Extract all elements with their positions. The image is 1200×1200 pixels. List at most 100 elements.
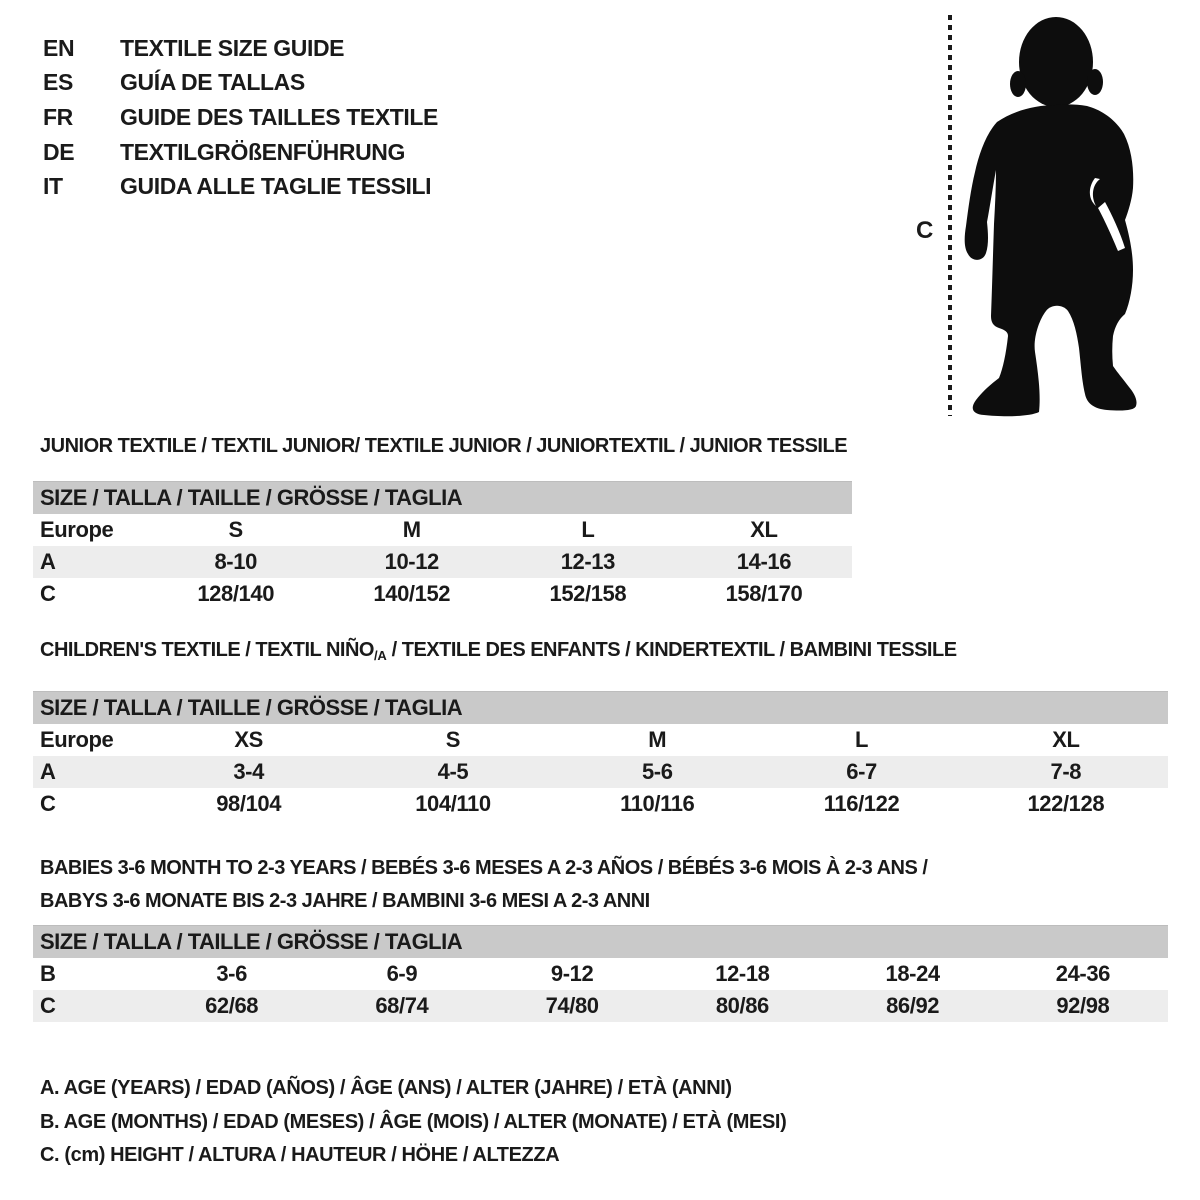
children-title-text-2: / TEXTILE DES ENFANTS / KINDERTEXTIL / B… [386,639,957,661]
legend-line-b: B. AGE (MONTHS) / EDAD (MESES) / ÂGE (MO… [40,1110,787,1133]
value-cell: 80/86 [715,993,769,1018]
value-cell: 12-13 [560,549,616,574]
size-header-row: SIZE / TALLA / TAILLE / GRÖSSE / TAGLIA [33,691,1168,724]
language-row-fr: FR GUIDE DES TAILLES TEXTILE [43,100,438,135]
value-cell: S [228,517,244,542]
value-cell: 122/128 [1027,791,1105,816]
language-code: EN [43,34,75,61]
legend-line-c: C. (cm) HEIGHT / ALTURA / HAUTEUR / HÖHE… [40,1143,560,1166]
value-cell: 98/104 [216,791,282,816]
size-header-row: SIZE / TALLA / TAILLE / GRÖSSE / TAGLIA [33,481,852,514]
table-row: C 128/140 140/152 152/158 158/170 [33,578,852,610]
value-cell: 3-6 [216,961,247,986]
value-cell: 62/68 [205,993,259,1018]
value-cell: 6-7 [846,759,877,784]
value-cell: 3-4 [233,759,264,784]
language-code: FR [43,103,73,130]
value-cell: 152/158 [549,581,627,606]
value-cell: 9-12 [550,961,594,986]
value-cell: 128/140 [197,581,275,606]
value-cell: 18-24 [885,961,940,986]
value-cell: 140/152 [373,581,451,606]
language-code: IT [43,173,63,200]
size-table: SIZE / TALLA / TAILLE / GRÖSSE / TAGLIA B… [33,925,1168,1022]
children-title-text: CHILDREN'S TEXTILE / TEXTIL NIÑO [40,639,374,661]
value-cell: XL [750,517,778,542]
table-row: Europe S M L XL [33,514,852,546]
value-cell: 6-9 [386,961,418,986]
value-cell: L [855,727,869,752]
legend-line-a: A. AGE (YEARS) / EDAD (AÑOS) / ÂGE (ANS)… [40,1077,732,1100]
guide-title-es: GUÍA DE TALLAS [120,69,305,96]
row-label-cell: Europe [40,517,114,542]
language-row-en: EN TEXTILE SIZE GUIDE [43,31,438,66]
babies-title-line2: BABYS 3-6 MONATE BIS 2-3 JAHRE / BAMBINI… [40,890,650,912]
table-row: C 98/104 104/110 110/116 116/122 122/128 [33,788,1168,820]
value-cell: L [581,517,595,542]
value-cell: 14-16 [736,549,792,574]
table-row: Europe XS S M L XL [33,724,1168,756]
junior-title-text: JUNIOR TEXTILE / TEXTIL JUNIOR/ TEXTILE … [40,435,848,457]
silhouette-arm-gaps [1089,178,1125,251]
value-cell: 110/116 [620,791,695,816]
row-label-cell: A [40,759,56,784]
value-cell: 116/122 [823,791,900,816]
babies-size-table: SIZE / TALLA / TAILLE / GRÖSSE / TAGLIA B… [33,925,1168,1022]
value-cell: 12-18 [715,961,770,986]
language-row-it: IT GUIDA ALLE TAGLIE TESSILI [43,169,438,204]
junior-section-title: JUNIOR TEXTILE / TEXTIL JUNIOR/ TEXTILE … [40,435,848,458]
legend-block: A. AGE (YEARS) / EDAD (AÑOS) / ÂGE (ANS)… [40,1072,787,1172]
babies-title-line1: BABIES 3-6 MONTH TO 2-3 YEARS / BEBÉS 3-… [40,857,928,879]
language-code: ES [43,69,73,96]
value-cell: M [402,517,421,542]
row-label-cell: Europe [40,727,114,752]
height-measure-label: C [916,217,933,244]
language-row-de: DE TEXTILGRÖßENFÜHRUNG [43,135,438,170]
value-cell: M [648,727,667,752]
value-cell: XS [234,727,263,752]
language-title-block: EN TEXTILE SIZE GUIDE ES GUÍA DE TALLAS … [43,31,438,204]
babies-section-title: BABIES 3-6 MONTH TO 2-3 YEARS / BEBÉS 3-… [40,852,928,918]
guide-title-it: GUIDA ALLE TAGLIE TESSILI [120,173,432,200]
value-cell: 4-5 [437,759,469,784]
children-section-title: CHILDREN'S TEXTILE / TEXTIL NIÑO/A / TEX… [40,639,957,663]
row-label-cell: B [40,961,56,986]
guide-title-de: TEXTILGRÖßENFÜHRUNG [120,138,405,165]
value-cell: 24-36 [1055,961,1111,986]
size-header-row: SIZE / TALLA / TAILLE / GRÖSSE / TAGLIA [33,925,1168,958]
value-cell: 5-6 [641,759,673,784]
value-cell: 7-8 [1050,759,1082,784]
value-cell: 74/80 [545,993,599,1018]
table-row: A 3-4 4-5 5-6 6-7 7-8 [33,756,1168,788]
baby-silhouette [948,15,1137,417]
value-cell: S [445,727,461,752]
row-label-cell: C [40,581,56,606]
row-label-cell: C [40,993,56,1018]
size-header-cell: SIZE / TALLA / TAILLE / GRÖSSE / TAGLIA [33,481,852,514]
value-cell: 104/110 [415,791,491,816]
row-label-cell: C [40,791,56,816]
size-table: SIZE / TALLA / TAILLE / GRÖSSE / TAGLIA E… [33,481,852,610]
size-table: SIZE / TALLA / TAILLE / GRÖSSE / TAGLIA E… [33,691,1168,820]
row-label-cell: A [40,549,56,574]
size-header-cell: SIZE / TALLA / TAILLE / GRÖSSE / TAGLIA [33,691,1168,724]
guide-title-fr: GUIDE DES TAILLES TEXTILE [120,103,438,130]
table-row: C 62/68 68/74 74/80 80/86 86/92 92/98 [33,990,1168,1022]
value-cell: XL [1052,727,1080,752]
junior-size-table: SIZE / TALLA / TAILLE / GRÖSSE / TAGLIA E… [33,481,852,610]
guide-title-en: TEXTILE SIZE GUIDE [120,34,345,61]
table-row: B 3-6 6-9 9-12 12-18 18-24 24-36 [33,958,1168,990]
value-cell: 86/92 [886,993,940,1018]
value-cell: 68/74 [375,993,429,1018]
language-code: DE [43,138,75,165]
value-cell: 8-10 [214,549,257,574]
size-header-cell: SIZE / TALLA / TAILLE / GRÖSSE / TAGLIA [33,925,1168,958]
table-row: A 8-10 10-12 12-13 14-16 [33,546,852,578]
children-title-subscript: /A [373,648,387,663]
value-cell: 10-12 [384,549,440,574]
language-row-es: ES GUÍA DE TALLAS [43,66,438,101]
value-cell: 92/98 [1056,993,1110,1018]
children-size-table: SIZE / TALLA / TAILLE / GRÖSSE / TAGLIA E… [33,691,1168,820]
value-cell: 158/170 [725,581,803,606]
